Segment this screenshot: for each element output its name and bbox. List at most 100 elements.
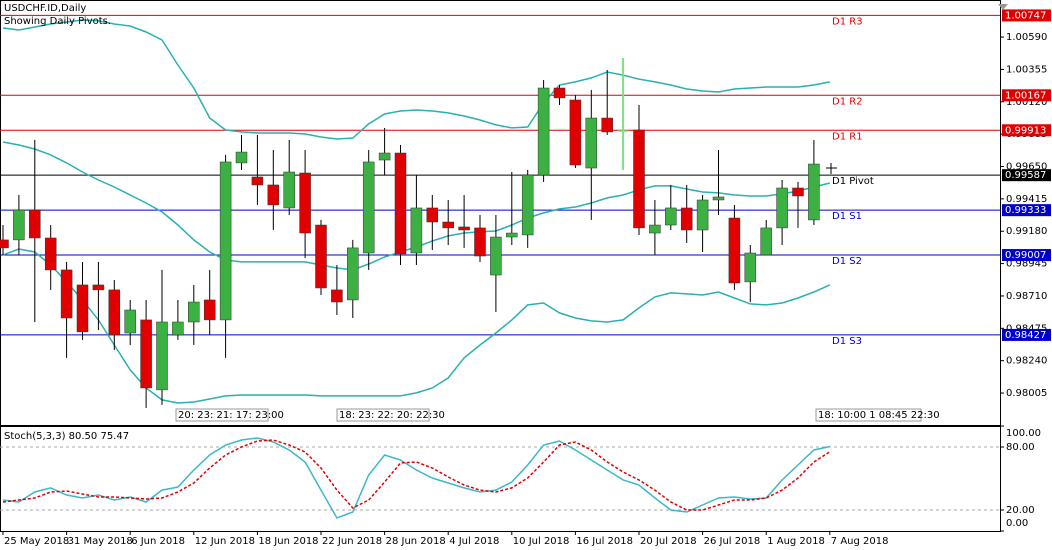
pivot-price-box bbox=[1002, 169, 1051, 182]
stoch-plot bbox=[0, 437, 1000, 519]
stoch-panel bbox=[0, 426, 1001, 532]
pivot-price: 0.99007 bbox=[1005, 250, 1046, 261]
candle-body bbox=[29, 209, 41, 239]
stoch-line bbox=[2, 437, 830, 519]
session-label: 18: 23: 22: 20: 22:30 bbox=[339, 410, 445, 421]
candle-body bbox=[203, 299, 216, 321]
pivot-price-box bbox=[1002, 204, 1051, 217]
pivot-price: 1.00167 bbox=[1005, 90, 1046, 101]
candle-body bbox=[776, 187, 788, 229]
x-tick-label: 25 May 2018 bbox=[4, 536, 69, 547]
candle-body bbox=[219, 161, 232, 321]
y-tick-label: 0.98945 bbox=[1006, 259, 1047, 270]
candle-body bbox=[76, 284, 89, 333]
candle-body bbox=[251, 176, 264, 186]
candle-body bbox=[728, 217, 741, 284]
candle-body bbox=[347, 247, 359, 301]
candle-body bbox=[188, 301, 200, 323]
candle-body bbox=[458, 226, 470, 231]
candle-body bbox=[394, 152, 407, 255]
pivot-price: 0.99333 bbox=[1005, 205, 1046, 216]
candle-body bbox=[331, 289, 343, 303]
pivot-price-box bbox=[1002, 249, 1051, 262]
candle-body bbox=[299, 172, 311, 234]
pivot-label: D1 R1 bbox=[832, 131, 863, 142]
candle-body bbox=[633, 129, 645, 229]
y-tick-label: 0.00 bbox=[1006, 518, 1028, 529]
candle-body bbox=[474, 227, 486, 257]
candle-body bbox=[108, 289, 121, 336]
pivot-price: 0.98427 bbox=[1005, 330, 1046, 341]
chart-subtitle: Showing Daily Pivots. bbox=[4, 16, 111, 27]
pivot-label: D1 R2 bbox=[832, 96, 863, 107]
pivot-price-box bbox=[1002, 89, 1051, 102]
pivot-label: D1 S3 bbox=[832, 336, 862, 347]
candle-body bbox=[744, 252, 757, 283]
session-box bbox=[336, 408, 430, 422]
candle-body bbox=[156, 321, 168, 391]
y-tick-label: 1.00590 bbox=[1006, 32, 1047, 43]
candle-body bbox=[649, 224, 661, 234]
candle-body bbox=[235, 151, 248, 164]
axes: 1.005901.003551.001200.998850.996500.994… bbox=[2, 9, 1051, 547]
x-tick-label: 16 Jul 2018 bbox=[576, 536, 633, 547]
candle-body bbox=[60, 269, 73, 319]
x-tick-label: 26 Jul 2018 bbox=[704, 536, 761, 547]
pivot-price-box bbox=[1002, 328, 1051, 341]
x-tick-label: 18 Jun 2018 bbox=[258, 536, 318, 547]
pivot-label: D1 S1 bbox=[832, 211, 862, 222]
y-tick-label: 1.00355 bbox=[1006, 64, 1047, 75]
band-upper bbox=[2, 19, 830, 140]
candle-body bbox=[792, 187, 804, 197]
x-tick-label: 6 Jun 2018 bbox=[131, 536, 185, 547]
pivot-label: D1 Pivot bbox=[832, 176, 874, 187]
y-tick-label: 100.00 bbox=[1006, 428, 1041, 439]
y-tick-label: 0.99180 bbox=[1006, 226, 1047, 237]
candle-body bbox=[44, 237, 57, 271]
candle-body bbox=[521, 174, 534, 236]
candle-body bbox=[13, 209, 25, 241]
candle-body bbox=[696, 199, 709, 231]
pivot-label: D1 R3 bbox=[832, 16, 863, 27]
candle-body bbox=[283, 171, 295, 209]
candle-body bbox=[665, 207, 677, 226]
x-tick-label: 22 Jun 2018 bbox=[322, 536, 382, 547]
pivot-price-box bbox=[1002, 9, 1051, 22]
y-tick-label: 80.00 bbox=[1006, 442, 1035, 453]
candle-body bbox=[537, 87, 550, 176]
candle-body bbox=[490, 236, 502, 276]
x-tick-label: 31 May 2018 bbox=[68, 536, 133, 547]
candle-body bbox=[760, 227, 772, 256]
x-tick-label: 1 Aug 2018 bbox=[767, 536, 825, 547]
x-tick-label: 20 Jul 2018 bbox=[640, 536, 697, 547]
candle-body bbox=[585, 117, 598, 169]
x-tick-label: 4 Jul 2018 bbox=[449, 536, 499, 547]
candle-body bbox=[378, 152, 391, 161]
session-label: 20: 23: 21: 17: 23:00 bbox=[178, 410, 284, 421]
candle-body bbox=[426, 207, 439, 223]
x-tick-label: 28 Jun 2018 bbox=[386, 536, 446, 547]
candle-body bbox=[680, 207, 693, 231]
pivot-price: 0.99587 bbox=[1005, 170, 1046, 181]
candle-body bbox=[601, 117, 613, 133]
shift-marker bbox=[998, 4, 1008, 10]
candle-body bbox=[140, 319, 152, 389]
session-box bbox=[815, 408, 922, 422]
x-tick-label: 12 Jun 2018 bbox=[195, 536, 255, 547]
main-plot: D1 R3 D1 R2 D1 R1 D1 Pivot D1 S1 D1 S2 D1 S3 20… bbox=[0, 14, 1000, 422]
y-tick-label: 20.00 bbox=[1006, 505, 1035, 516]
candle-body bbox=[410, 207, 423, 254]
candle-body bbox=[362, 161, 375, 254]
candle-body bbox=[569, 99, 582, 166]
session-label: 18: 10:00 1 08:45 22:30 bbox=[818, 410, 940, 421]
y-tick-label: 0.99650 bbox=[1006, 162, 1047, 173]
candle-body bbox=[553, 87, 566, 99]
x-tick-label: 10 Jul 2018 bbox=[513, 536, 570, 547]
x-tick-label: 7 Aug 2018 bbox=[831, 536, 889, 547]
y-tick-label: 0.98240 bbox=[1006, 356, 1047, 367]
candle-body bbox=[506, 232, 518, 238]
candle-body bbox=[172, 321, 184, 336]
session-box bbox=[175, 408, 269, 422]
candle-body bbox=[124, 309, 136, 334]
